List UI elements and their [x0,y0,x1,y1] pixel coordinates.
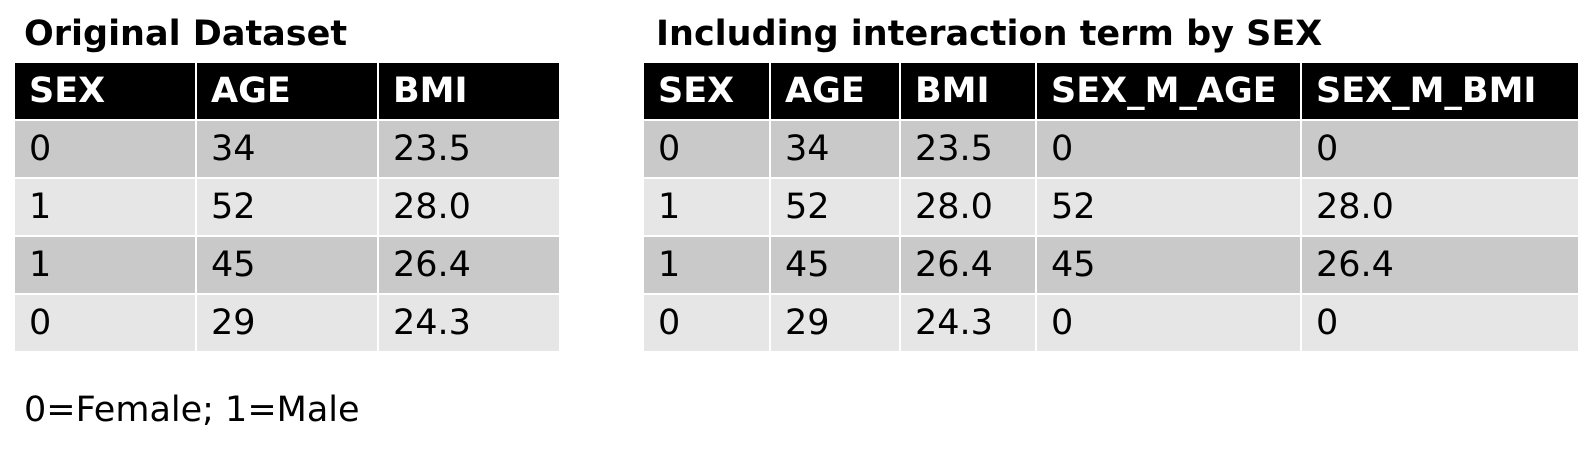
column-header-sex: SEX [644,63,771,121]
cell-age: 29 [769,293,901,351]
cell-sex-m-age: 0 [1035,119,1302,179]
table-row: 1 52 28.0 [15,177,559,237]
cell-bmi: 23.5 [899,119,1037,179]
cell-sex: 1 [644,177,771,237]
cell-sex: 1 [15,235,197,295]
column-header-age: AGE [195,63,379,121]
cell-sex: 0 [644,119,771,179]
column-header-bmi: BMI [899,63,1037,121]
cell-sex: 0 [644,293,771,351]
table-row: 1 45 26.4 45 26.4 [644,235,1578,295]
cell-bmi: 28.0 [899,177,1037,237]
cell-sex-m-age: 45 [1035,235,1302,295]
table-row: 0 34 23.5 [15,119,559,179]
cell-sex-m-bmi: 0 [1300,119,1578,179]
table-row: 0 34 23.5 0 0 [644,119,1578,179]
cell-bmi: 26.4 [377,235,559,295]
column-header-age: AGE [769,63,901,121]
original-dataset-title: Original Dataset [24,14,348,54]
interaction-dataset-table: SEX AGE BMI SEX_M_AGE SEX_M_BMI 0 34 23.… [644,63,1578,351]
table-row: 1 52 28.0 52 28.0 [644,177,1578,237]
table-row: 0 29 24.3 [15,293,559,351]
table-row: 1 45 26.4 [15,235,559,295]
cell-sex: 0 [15,293,197,351]
cell-sex: 0 [15,119,197,179]
cell-sex-m-age: 0 [1035,293,1302,351]
cell-bmi: 28.0 [377,177,559,237]
column-header-sex-m-age: SEX_M_AGE [1035,63,1302,121]
column-header-bmi: BMI [377,63,559,121]
cell-age: 34 [769,119,901,179]
cell-bmi: 26.4 [899,235,1037,295]
cell-sex: 1 [15,177,197,237]
cell-bmi: 23.5 [377,119,559,179]
interaction-dataset-title: Including interaction term by SEX [656,14,1323,54]
table-row: 0 29 24.3 0 0 [644,293,1578,351]
cell-age: 52 [769,177,901,237]
cell-age: 45 [195,235,379,295]
column-header-sex-m-bmi: SEX_M_BMI [1300,63,1578,121]
cell-sex-m-age: 52 [1035,177,1302,237]
table-header-row: SEX AGE BMI [15,63,559,121]
original-dataset-table: SEX AGE BMI 0 34 23.5 1 52 28.0 1 45 26.… [15,63,559,351]
cell-age: 29 [195,293,379,351]
cell-age: 45 [769,235,901,295]
cell-age: 52 [195,177,379,237]
cell-age: 34 [195,119,379,179]
cell-sex-m-bmi: 26.4 [1300,235,1578,295]
cell-sex-m-bmi: 28.0 [1300,177,1578,237]
coding-footnote: 0=Female; 1=Male [24,390,360,430]
cell-sex: 1 [644,235,771,295]
cell-sex-m-bmi: 0 [1300,293,1578,351]
table-header-row: SEX AGE BMI SEX_M_AGE SEX_M_BMI [644,63,1578,121]
column-header-sex: SEX [15,63,197,121]
cell-bmi: 24.3 [377,293,559,351]
cell-bmi: 24.3 [899,293,1037,351]
